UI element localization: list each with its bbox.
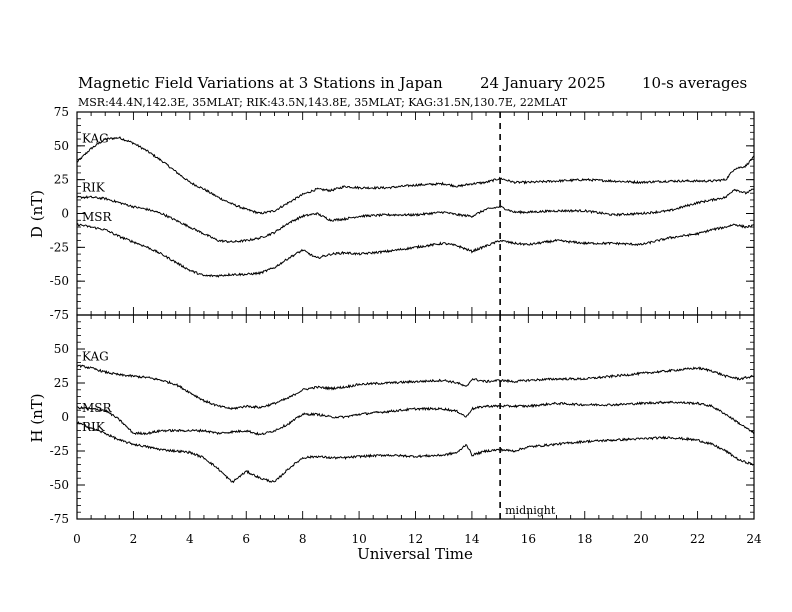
y-tick-label: -50: [50, 274, 69, 288]
x-tick-label: 8: [299, 532, 307, 546]
series-line-rik: [76, 421, 755, 484]
series-label-msr: MSR: [82, 210, 113, 224]
series-label-rik: RIK: [82, 420, 106, 434]
x-tick-label: 12: [408, 532, 423, 546]
x-tick-label: 14: [464, 532, 480, 546]
y-tick-label: 25: [54, 173, 69, 187]
series-line-msr: [76, 400, 755, 436]
chart-title: Magnetic Field Variations at 3 Stations …: [78, 74, 443, 92]
y-tick-label: -25: [50, 240, 69, 254]
x-tick-label: 16: [521, 532, 536, 546]
x-tick-label: 24: [746, 532, 762, 546]
y-tick-label: -50: [50, 478, 69, 492]
x-tick-label: 6: [242, 532, 250, 546]
series-line-kag: [76, 364, 755, 411]
chart-station-info: MSR:44.4N,142.3E, 35MLAT; RIK:43.5N,143.…: [78, 96, 568, 109]
y-tick-label: 50: [54, 139, 69, 153]
x-tick-label: 2: [130, 532, 138, 546]
series-line-kag: [76, 136, 755, 215]
y-tick-label: 50: [54, 342, 69, 356]
y-tick-label: 25: [54, 376, 69, 390]
chart-date: 24 January 2025: [480, 74, 606, 92]
series-label-kag: KAG: [82, 132, 109, 146]
y-tick-label: 0: [61, 410, 69, 424]
midnight-marker-label: midnight: [505, 504, 556, 517]
x-tick-label: 10: [351, 532, 366, 546]
x-tick-label: 0: [73, 532, 81, 546]
series-line-msr: [76, 222, 755, 278]
bottom-panel-frame: [76, 314, 755, 520]
x-tick-label: 18: [577, 532, 592, 546]
top-panel-ylabel: D (nT): [28, 190, 46, 238]
series-label-msr: MSR: [82, 401, 113, 415]
y-tick-label: -75: [50, 512, 69, 526]
series-label-rik: RIK: [82, 180, 106, 194]
x-tick-label: 4: [186, 532, 194, 546]
series-label-kag: KAG: [82, 350, 109, 364]
chart-averaging-note: 10-s averages: [642, 74, 747, 92]
marker-layer: midnight: [499, 112, 556, 519]
bottom-panel-ylabel: H (nT): [28, 393, 46, 442]
series-layer: KAG RIK MSR KAG MSR RIK: [76, 132, 755, 484]
y-tick-label: -75: [50, 308, 69, 322]
x-tick-label: 20: [634, 532, 649, 546]
y-tick-label: 0: [61, 207, 69, 221]
y-tick-label: -25: [50, 444, 69, 458]
x-axis-label: Universal Time: [357, 545, 473, 563]
x-tick-label: 22: [690, 532, 705, 546]
y-tick-label: 75: [54, 105, 69, 119]
series-line-rik: [76, 188, 755, 244]
